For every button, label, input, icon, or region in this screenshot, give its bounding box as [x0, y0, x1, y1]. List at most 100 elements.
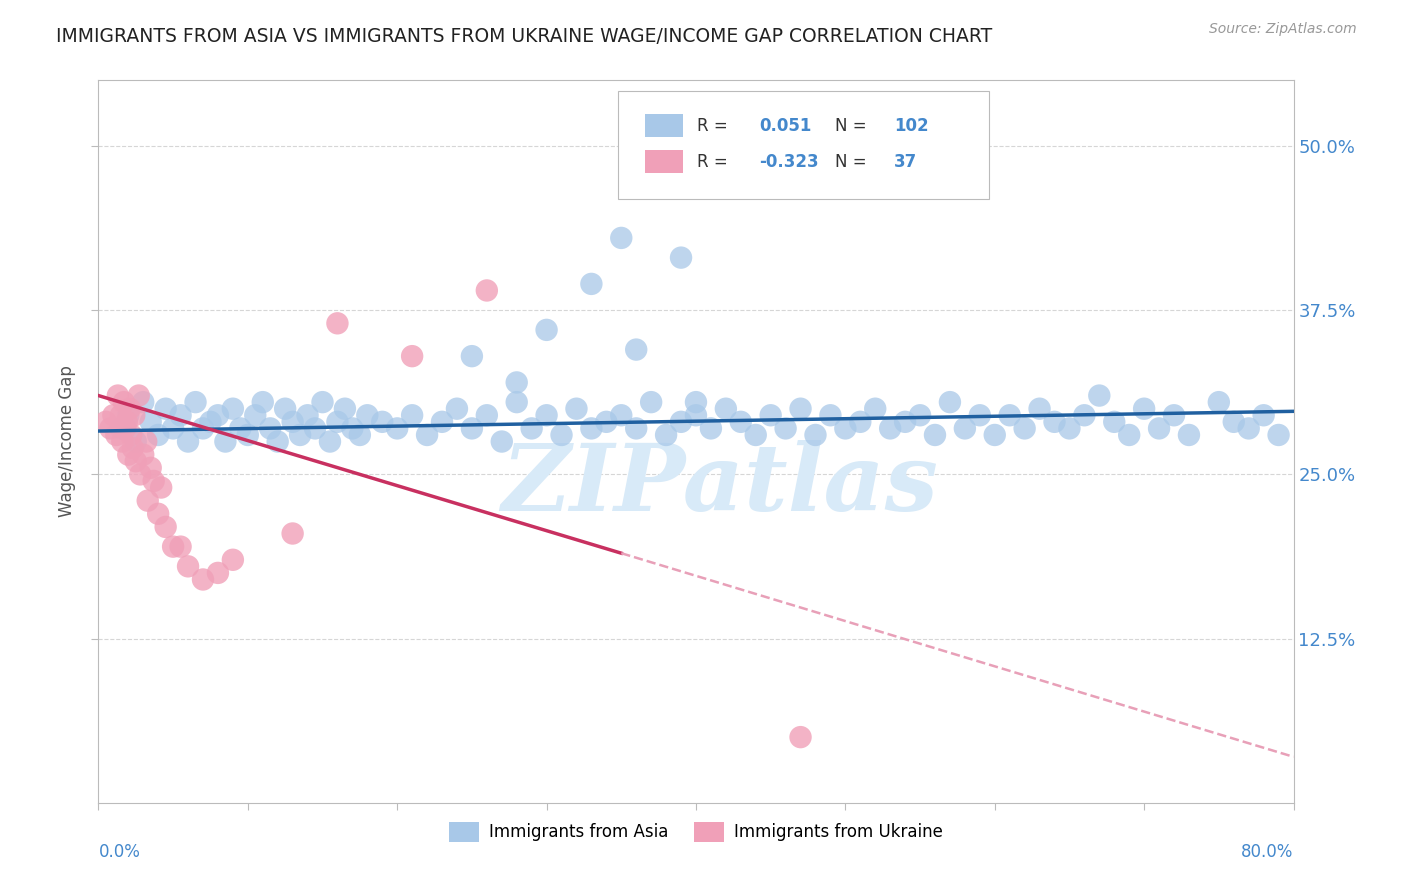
Point [297, 409, 319, 423]
Point [135, 434, 157, 449]
Point [894, 415, 917, 429]
Point [103, 409, 125, 423]
Point [745, 428, 768, 442]
Point [155, 520, 177, 534]
Point [506, 376, 529, 390]
Point [128, 388, 150, 402]
Point [356, 409, 378, 423]
Point [105, 428, 128, 442]
Point [142, 474, 165, 488]
Point [191, 421, 214, 435]
Point [730, 415, 752, 429]
FancyBboxPatch shape [619, 91, 988, 200]
Point [626, 343, 648, 357]
Point [281, 415, 304, 429]
Point [129, 467, 152, 482]
Point [207, 566, 229, 580]
Point [714, 401, 737, 416]
Text: ZIPatlas: ZIPatlas [502, 440, 938, 530]
Point [117, 409, 139, 423]
Point [162, 421, 184, 435]
Point [333, 401, 356, 416]
Point [789, 730, 811, 744]
Point [110, 421, 132, 435]
Point [804, 428, 827, 442]
FancyBboxPatch shape [644, 114, 683, 137]
Point [259, 421, 281, 435]
Point [121, 441, 143, 455]
Point [984, 428, 1007, 442]
Point [311, 395, 333, 409]
Point [520, 421, 543, 435]
Point [117, 448, 139, 462]
Text: 0.051: 0.051 [759, 117, 811, 135]
Point [150, 481, 173, 495]
Point [120, 428, 142, 442]
Point [775, 421, 797, 435]
Point [849, 415, 872, 429]
Point [939, 395, 962, 409]
Text: Source: ZipAtlas.com: Source: ZipAtlas.com [1209, 22, 1357, 37]
Point [139, 415, 162, 429]
Point [626, 421, 648, 435]
Point [416, 428, 439, 442]
Point [191, 573, 214, 587]
Point [685, 395, 707, 409]
Point [112, 395, 135, 409]
Text: R =: R = [697, 117, 728, 135]
Point [610, 231, 633, 245]
Point [700, 421, 723, 435]
Text: -0.323: -0.323 [759, 153, 818, 171]
Point [1014, 421, 1036, 435]
Point [148, 428, 170, 442]
Point [1267, 428, 1289, 442]
Point [107, 388, 129, 402]
Point [865, 401, 887, 416]
Point [1073, 409, 1095, 423]
Point [118, 401, 141, 416]
Point [1163, 409, 1185, 423]
Point [111, 434, 134, 449]
Point [1028, 401, 1050, 416]
Point [114, 421, 136, 435]
Text: 102: 102 [894, 117, 929, 135]
Point [132, 448, 155, 462]
Point [1043, 415, 1066, 429]
Point [281, 526, 304, 541]
Point [655, 428, 678, 442]
Point [229, 421, 252, 435]
Point [879, 421, 901, 435]
Point [288, 428, 311, 442]
Text: N =: N = [835, 117, 866, 135]
Point [834, 421, 856, 435]
Point [94, 415, 117, 429]
Point [491, 434, 513, 449]
Point [1253, 409, 1275, 423]
Point [132, 395, 155, 409]
Text: R =: R = [697, 153, 728, 171]
Point [236, 428, 259, 442]
Point [169, 540, 191, 554]
Point [789, 401, 811, 416]
Point [1208, 395, 1230, 409]
Point [222, 401, 245, 416]
Point [759, 409, 782, 423]
Text: 37: 37 [894, 153, 918, 171]
Y-axis label: Wage/Income Gap: Wage/Income Gap [58, 366, 76, 517]
Point [1088, 388, 1111, 402]
Point [245, 409, 267, 423]
Point [98, 421, 122, 435]
Point [461, 421, 484, 435]
Point [969, 409, 991, 423]
Point [475, 284, 498, 298]
FancyBboxPatch shape [644, 151, 683, 173]
Point [342, 421, 364, 435]
Point [640, 395, 662, 409]
Point [953, 421, 976, 435]
Point [820, 409, 842, 423]
Point [1118, 428, 1140, 442]
Point [115, 415, 138, 429]
Text: 80.0%: 80.0% [1241, 843, 1294, 861]
Point [550, 428, 572, 442]
Point [430, 415, 453, 429]
